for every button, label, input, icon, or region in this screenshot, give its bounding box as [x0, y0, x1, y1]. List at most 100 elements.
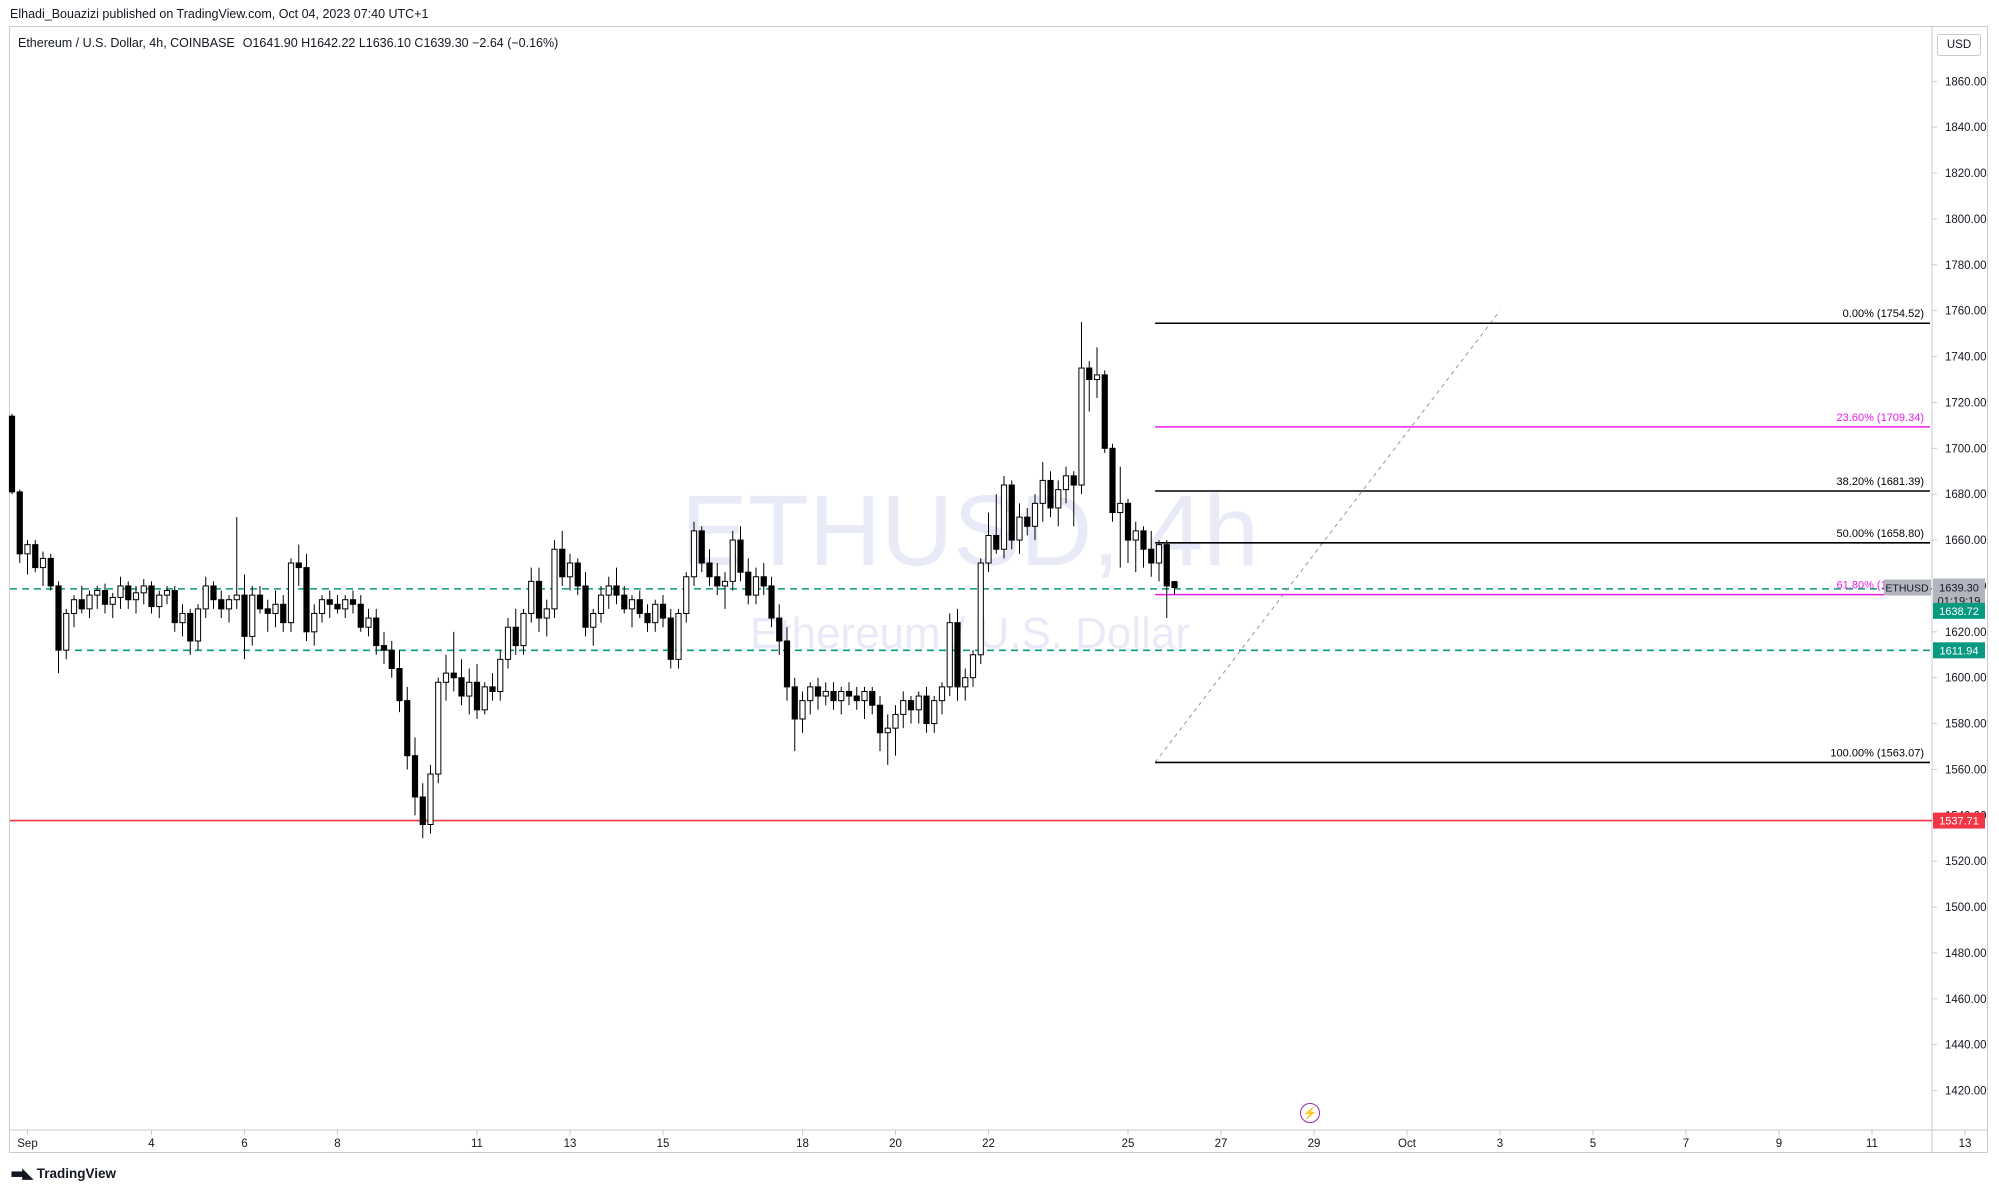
candle-body	[1101, 374, 1108, 449]
candle	[597, 585, 605, 623]
candle-body	[768, 585, 775, 619]
candle	[32, 540, 39, 573]
candle	[807, 682, 814, 715]
candle-body	[714, 576, 721, 587]
candle-body	[8, 415, 16, 493]
candle-body	[117, 585, 124, 598]
candle	[349, 590, 357, 614]
candle-body	[977, 562, 984, 656]
candle	[838, 686, 845, 715]
candle-body	[520, 612, 527, 647]
x-tick-label: 6	[241, 1138, 247, 1150]
tradingview-logo[interactable]: ▬◣ TradingView	[10, 1164, 116, 1182]
candle-body	[590, 612, 597, 628]
candle	[148, 581, 155, 614]
candle	[342, 595, 349, 619]
candle-body	[225, 599, 233, 610]
time-axis[interactable]: Sep468111315182022252729Oct3579111316182…	[17, 1130, 1999, 1150]
chart-legend: Ethereum / U.S. Dollar, 4h, COINBASE O164…	[18, 36, 558, 50]
candle	[187, 608, 194, 655]
candle-body	[497, 658, 504, 692]
candle	[900, 691, 907, 729]
candle-body	[985, 534, 992, 564]
candle-body	[249, 594, 256, 637]
y-tick-label: 1800.00	[1945, 214, 1987, 226]
candle-body	[365, 617, 372, 628]
candle-body	[1047, 479, 1054, 509]
candle	[94, 585, 101, 609]
candle	[86, 590, 93, 619]
candle-body	[16, 491, 23, 555]
candle	[1140, 526, 1147, 568]
candle	[659, 595, 667, 628]
candle-body	[179, 612, 186, 624]
candle	[690, 521, 698, 586]
candle	[1047, 471, 1054, 518]
y-tick-label: 1620.00	[1945, 627, 1987, 639]
candle	[202, 576, 209, 619]
y-tick-label: 1480.00	[1945, 948, 1987, 960]
candle-body	[342, 599, 349, 610]
candle	[194, 604, 202, 651]
candle	[613, 567, 620, 605]
candle-body	[373, 617, 380, 647]
candle	[892, 705, 899, 756]
price-tag-text: 1638.72	[1939, 606, 1979, 618]
candle-body	[752, 576, 760, 596]
candle	[70, 595, 78, 628]
horizontal-lines[interactable]	[10, 588, 1932, 822]
candle	[326, 590, 333, 619]
candle-body	[900, 700, 907, 715]
candle-body	[652, 603, 659, 624]
candle-body	[101, 590, 109, 605]
candle-body	[280, 603, 287, 624]
candle-body	[915, 695, 922, 711]
candle	[923, 686, 930, 733]
candle	[993, 494, 1000, 554]
currency-button[interactable]: USD	[1937, 34, 1981, 56]
candle	[458, 659, 465, 706]
candle	[210, 581, 217, 609]
candle-body	[1093, 374, 1101, 380]
candle	[884, 714, 891, 765]
chart-frame	[9, 26, 1988, 1153]
candle-body	[295, 562, 302, 569]
candle-body	[380, 645, 388, 651]
candle-body	[1155, 544, 1163, 564]
candle-body	[884, 727, 891, 734]
candle	[721, 572, 729, 609]
y-tick-label: 1520.00	[1945, 856, 1987, 868]
candle-body	[156, 594, 163, 608]
candle	[156, 590, 163, 619]
fibonacci-retracement[interactable]: 0.00% (1754.52) 23.60% (1709.34) 38.20% (1…	[1154, 308, 1930, 764]
x-tick-label: 20	[889, 1138, 902, 1150]
candle	[272, 590, 279, 628]
candle	[264, 599, 271, 632]
candle	[1148, 530, 1155, 577]
candle-body	[597, 594, 605, 614]
candle-body	[47, 557, 54, 587]
candle	[1124, 498, 1132, 564]
publisher-line: Elhadi_Bouazizi published on TradingView…	[10, 7, 429, 21]
candle	[504, 618, 512, 669]
lightning-icon[interactable]: ⚡	[1300, 1103, 1320, 1123]
candle	[512, 608, 519, 655]
candle-body	[458, 677, 465, 697]
candle-body	[132, 592, 140, 601]
price-tag: 1611.94	[1933, 642, 1985, 659]
candle	[590, 608, 597, 646]
candle-body	[1055, 489, 1062, 509]
candle	[8, 413, 16, 495]
candle-body	[946, 622, 953, 688]
candle-body	[923, 695, 930, 725]
candle-body	[187, 612, 194, 642]
candle-body	[1171, 581, 1178, 589]
candle-body	[481, 686, 488, 711]
x-tick-label: 29	[1308, 1138, 1321, 1150]
candle-body	[830, 690, 837, 702]
candle	[419, 783, 426, 839]
candle	[698, 526, 705, 573]
candle	[1008, 480, 1015, 550]
candle	[388, 640, 395, 678]
